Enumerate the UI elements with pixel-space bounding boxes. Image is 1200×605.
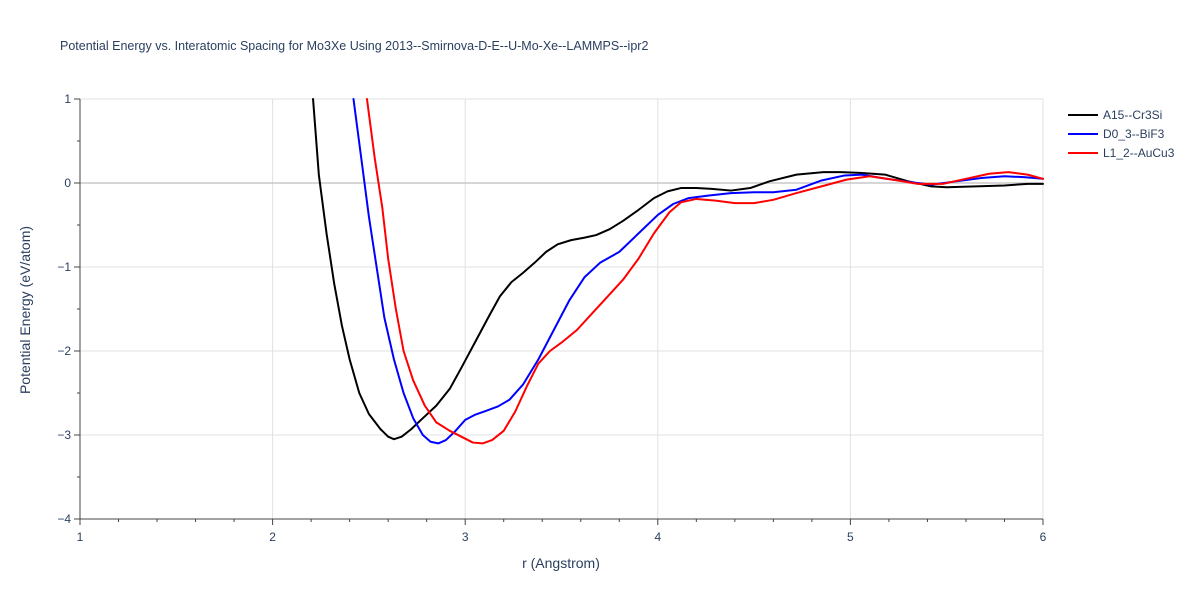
series-line-2 xyxy=(365,98,1044,445)
y-tick-label: −3 xyxy=(57,428,71,442)
x-axis-label: r (Angstrom) xyxy=(522,555,600,571)
y-axis-label: Potential Energy (eV/atom) xyxy=(17,226,33,394)
legend-label: L1_2--AuCu3 xyxy=(1103,146,1175,160)
series-line-0 xyxy=(312,98,1044,441)
legend-item-2[interactable]: L1_2--AuCu3 xyxy=(1068,146,1175,160)
y-tick-label: 0 xyxy=(64,176,71,190)
y-tick-label: −2 xyxy=(57,344,71,358)
x-tick-label: 6 xyxy=(1040,530,1047,544)
y-tick-label: −1 xyxy=(57,260,71,274)
x-axis-ticks: 1 2 3 4 5 6 xyxy=(77,519,1047,544)
y-tick-label: 1 xyxy=(64,92,71,106)
series-line-1 xyxy=(352,98,1044,445)
x-tick-label: 1 xyxy=(77,530,84,544)
y-tick-label: −4 xyxy=(57,512,71,526)
x-tick-label: 3 xyxy=(462,530,469,544)
x-tick-label: 5 xyxy=(847,530,854,544)
axes xyxy=(79,99,1043,520)
x-tick-label: 4 xyxy=(654,530,661,544)
y-axis-ticks: −4 −3 −2 −1 0 1 xyxy=(57,92,80,526)
series-lines xyxy=(312,98,1044,445)
horizontal-gridlines xyxy=(80,98,1043,436)
legend-label: A15--Cr3Si xyxy=(1103,108,1162,122)
x-tick-label: 2 xyxy=(269,530,276,544)
legend-item-1[interactable]: D0_3--BiF3 xyxy=(1068,127,1165,141)
legend-item-0[interactable]: A15--Cr3Si xyxy=(1068,108,1162,122)
chart-title: Potential Energy vs. Interatomic Spacing… xyxy=(60,39,648,53)
plot-area: 1 2 3 4 5 6 −4 −3 −2 −1 0 1 xyxy=(57,92,1046,544)
legend-label: D0_3--BiF3 xyxy=(1103,127,1165,141)
vertical-gridlines xyxy=(272,99,1044,519)
legend: A15--Cr3Si D0_3--BiF3 L1_2--AuCu3 xyxy=(1068,108,1175,160)
